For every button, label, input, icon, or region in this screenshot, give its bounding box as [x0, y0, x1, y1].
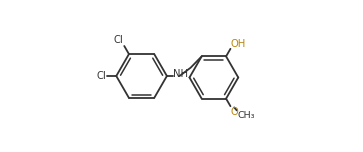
Text: NH: NH — [174, 69, 188, 79]
Text: Cl: Cl — [97, 71, 106, 81]
Text: OH: OH — [231, 38, 246, 48]
Text: Cl: Cl — [114, 35, 123, 45]
Text: CH₃: CH₃ — [237, 111, 254, 120]
Text: O: O — [231, 107, 238, 116]
